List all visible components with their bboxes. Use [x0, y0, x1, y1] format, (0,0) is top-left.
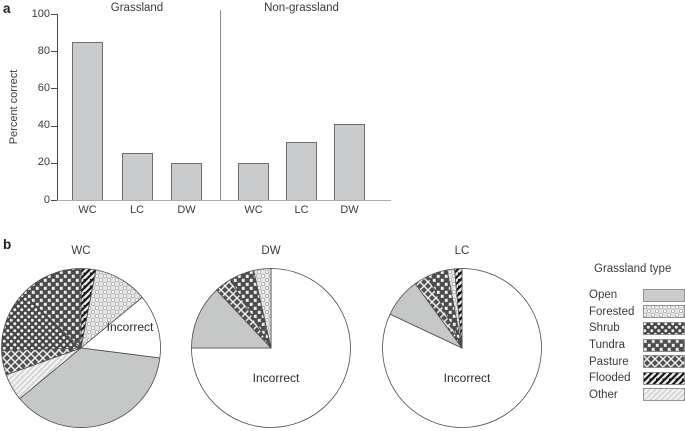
bar-grassland-wc [72, 42, 103, 200]
legend-label: Other [589, 388, 618, 401]
bar-non-grassland-wc [238, 163, 269, 200]
legend-row-pasture: Pasture [584, 353, 685, 370]
legend: Grassland type Open Forested Shrub Tundra Pa… [584, 263, 685, 403]
y-tick-label: 40 [37, 119, 50, 132]
legend-row-shrub: Shrub [584, 320, 685, 337]
y-tick-label: 60 [37, 81, 50, 94]
legend-row-other: Other [584, 387, 685, 404]
group-divider-line [220, 10, 221, 200]
pie-block-dw: DW Incorrect [189, 245, 353, 430]
incorrect-wedge-label: Incorrect [443, 371, 491, 385]
legend-label: Tundra [589, 339, 626, 352]
y-tick-label: 0 [43, 193, 50, 206]
pie-title: DW [261, 245, 281, 257]
x-tick-label: WC [78, 204, 97, 216]
pie-slice-shrub [1, 293, 82, 351]
pie-block-lc: LC Incorrect [380, 245, 544, 430]
legend-label: Pasture [589, 355, 629, 368]
y-tick-label: 100 [31, 7, 50, 20]
y-axis-title: Percent correct [8, 69, 20, 145]
incorrect-wedge-label: Incorrect [252, 371, 300, 385]
pie-slice-incorrect [80, 296, 161, 359]
pie-svg [382, 268, 542, 428]
y-tick-mark [51, 162, 57, 164]
legend-label: Shrub [589, 322, 620, 335]
x-tick-label: DW [177, 204, 196, 216]
y-tick-mark [51, 88, 57, 90]
y-axis-line [57, 14, 58, 201]
x-tick-label: DW [340, 204, 359, 216]
y-tick-mark [51, 125, 57, 127]
y-tick-mark [51, 200, 57, 201]
bar-non-grassland-dw [334, 124, 365, 200]
incorrect-wedge-label: Incorrect [106, 320, 154, 334]
y-tick-label: 80 [37, 44, 50, 57]
pie-svg [1, 268, 161, 428]
legend-swatch-pasture-icon [643, 355, 685, 369]
y-tick-mark [51, 51, 57, 53]
y-tick-mark [51, 14, 57, 15]
legend-label: Open [589, 289, 618, 302]
pie-slice-open [191, 289, 272, 349]
legend-row-open: Open [584, 287, 685, 304]
legend-items: Open Forested Shrub Tundra Pasture Flooded Oth… [584, 287, 685, 403]
panel-a-label: a [3, 1, 11, 16]
legend-label: Forested [589, 305, 635, 318]
pie-title: WC [71, 245, 91, 257]
group-label: Grassland [110, 2, 164, 14]
legend-row-forested: Forested [584, 304, 685, 321]
legend-swatch-flooded-icon [643, 371, 685, 385]
bar-grassland-lc [121, 153, 153, 200]
pie-block-wc: WC Incorrect [0, 245, 163, 430]
y-tick-label: 20 [37, 156, 50, 169]
panel-b-label: b [3, 237, 12, 252]
legend-row-tundra: Tundra [584, 337, 685, 354]
legend-swatch-forested-icon [643, 305, 685, 319]
x-tick-label: LC [294, 204, 309, 216]
pie-title: LC [454, 245, 470, 257]
pie-slice-tundra [22, 268, 82, 349]
legend-title: Grassland type [594, 263, 672, 275]
legend-row-flooded: Flooded [584, 370, 685, 387]
pie-svg [191, 268, 351, 428]
legend-swatch-open-icon [643, 288, 685, 302]
pie-slice-open [19, 347, 161, 428]
bar-grassland-dw [171, 163, 202, 200]
legend-swatch-shrub-icon [643, 322, 685, 335]
legend-label: Flooded [589, 372, 631, 385]
legend-swatch-other-icon [643, 388, 685, 402]
x-tick-label: WC [244, 204, 263, 216]
x-axis-line [57, 200, 391, 201]
bar-non-grassland-lc [286, 142, 317, 200]
pie-slice-flooded [454, 268, 463, 349]
x-tick-label: LC [129, 204, 145, 216]
pie-slice-forested [253, 268, 272, 349]
group-label: Non-grassland [264, 2, 339, 14]
legend-swatch-tundra-icon [643, 338, 685, 352]
